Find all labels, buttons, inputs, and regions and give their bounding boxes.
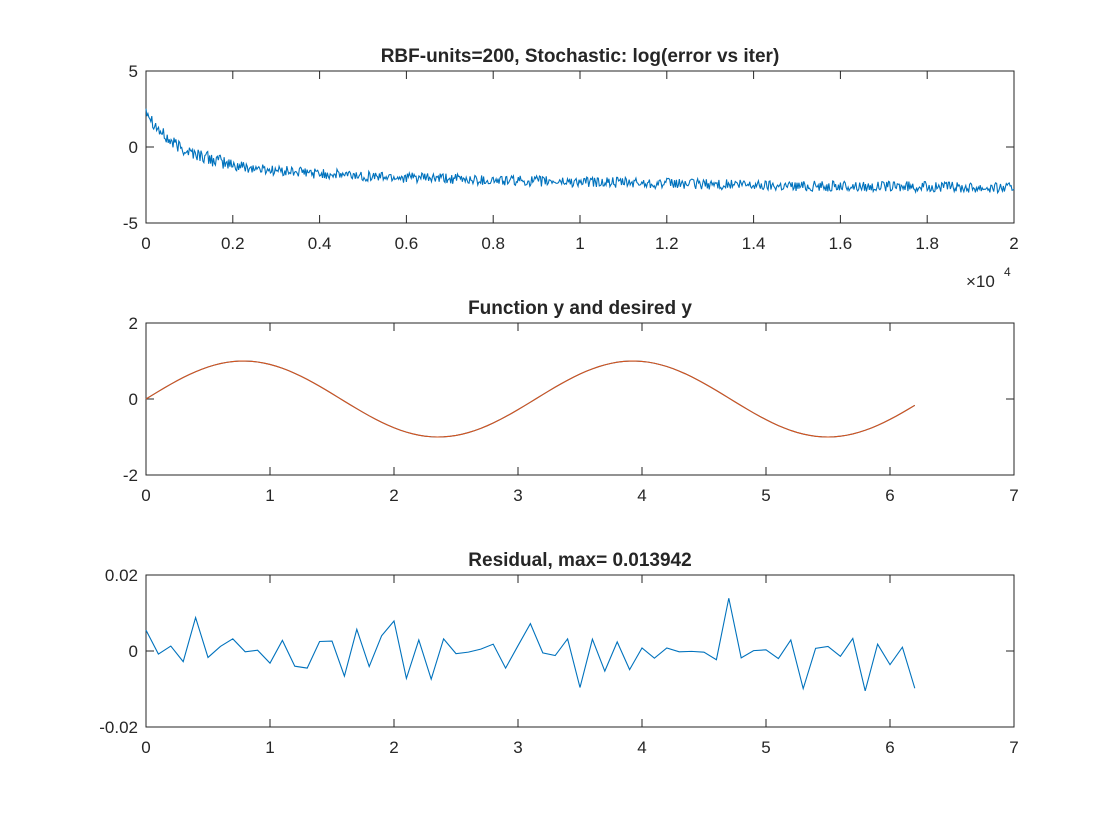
x-tick-label: 1.4: [742, 234, 766, 253]
x-tick-label: 0.8: [481, 234, 505, 253]
chart-title: RBF-units=200, Stochastic: log(error vs …: [381, 46, 780, 67]
x-tick-label: 3: [513, 738, 522, 757]
series-lines: [145, 598, 916, 692]
x-tick-label: 4: [637, 486, 646, 505]
x-tick-label: 0.2: [221, 234, 245, 253]
x-tick-label: 1: [575, 234, 584, 253]
x-tick-label: 0.6: [395, 234, 419, 253]
y-ticks: -0.02 0 0.02: [99, 566, 1014, 737]
x-tick-label: 1.2: [655, 234, 679, 253]
x-tick-label: 1: [265, 738, 274, 757]
series-line: [145, 598, 916, 692]
y-tick-label: 0: [129, 390, 138, 409]
y-tick-label: -0.02: [99, 718, 138, 737]
x-tick-label: 0.4: [308, 234, 332, 253]
x-tick-label: 4: [637, 738, 646, 757]
x-ticks: 0 1 2 3 4 5 6 7: [141, 323, 1019, 505]
chart-title: Residual, max= 0.013942: [468, 550, 691, 571]
series-lines: [145, 108, 1015, 195]
plot-area: [145, 574, 1015, 728]
x-tick-label: 6: [885, 486, 894, 505]
y-tick-label: -2: [123, 466, 138, 485]
x-tick-label: 1.6: [829, 234, 853, 253]
x-tick-label: 2: [389, 486, 398, 505]
x-tick-label: 0: [141, 486, 150, 505]
y-ticks: -5 0 5: [123, 62, 1014, 233]
plot-area: [145, 322, 1015, 476]
y-tick-label: 0.02: [105, 566, 138, 585]
x-tick-label: 1: [265, 486, 274, 505]
x-tick-label: 6: [885, 738, 894, 757]
y-tick-label: 5: [129, 62, 138, 81]
x-tick-label: 2: [1009, 234, 1018, 253]
x-ticks: 0 1 2 3 4 5 6 7: [141, 575, 1019, 757]
series-line: [145, 108, 1015, 195]
x-tick-label: 1.8: [915, 234, 939, 253]
series-lines: [145, 360, 916, 438]
x-tick-label: 2: [389, 738, 398, 757]
y-tick-label: 2: [129, 314, 138, 333]
y-tick-label: -5: [123, 214, 138, 233]
y-tick-label: 0: [129, 642, 138, 661]
x-tick-label: 7: [1009, 486, 1018, 505]
y-tick-label: 0: [129, 138, 138, 157]
y-ticks: -2 0 2: [123, 314, 1014, 485]
x-ticks: 0 0.2 0.4 0.6 0.8 1 1.2 1.4 1.6 1.8 2: [141, 71, 1019, 253]
exponent-base: ×10: [966, 272, 995, 291]
x-tick-label: 0: [141, 234, 150, 253]
x-tick-label: 0: [141, 738, 150, 757]
plot-area: [145, 70, 1015, 224]
chart-title: Function y and desired y: [468, 298, 692, 319]
x-tick-label: 5: [761, 486, 770, 505]
series-line: [145, 360, 916, 438]
exponent-power: 4: [1004, 265, 1011, 279]
x-tick-label: 5: [761, 738, 770, 757]
x-tick-label: 7: [1009, 738, 1018, 757]
exponent-label: ×10 4: [966, 265, 1011, 291]
x-tick-label: 3: [513, 486, 522, 505]
panel-error: RBF-units=200, Stochastic: log(error vs …: [123, 46, 1019, 291]
